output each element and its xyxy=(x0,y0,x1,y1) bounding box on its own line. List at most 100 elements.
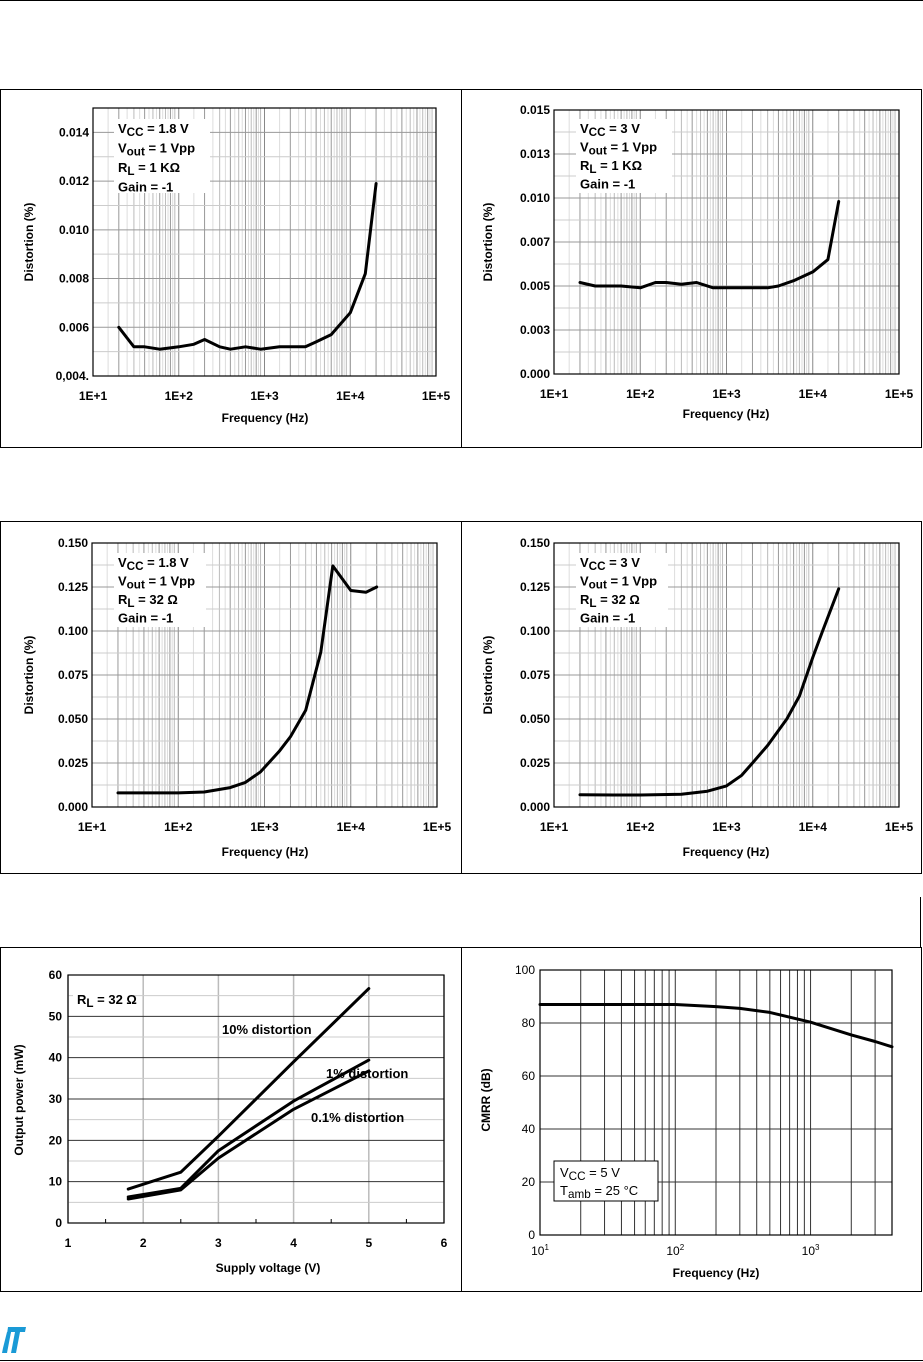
x-tick-label: 102 xyxy=(666,1243,684,1258)
legend-text: Vout = 1 Vpp xyxy=(580,574,657,592)
y-tick-label: 0.000 xyxy=(58,800,88,814)
legend-text: Tamb = 25 °C xyxy=(560,1183,638,1201)
plot-area xyxy=(539,969,893,1236)
series-line xyxy=(126,987,371,1191)
x-tick-label: 1E+4 xyxy=(337,820,366,834)
y-tick-label: 0.007 xyxy=(520,235,550,249)
x-tick-label: 103 xyxy=(802,1243,820,1258)
y-tick-label: 0.005 xyxy=(520,279,550,293)
legend-box xyxy=(576,119,672,193)
y-axis-label: Distortion (%) xyxy=(481,203,495,282)
st-logo-icon xyxy=(2,1327,26,1353)
x-tick-label: 1E+2 xyxy=(165,389,194,403)
chart-thd-vcc18-rl1k: 0,004. 0.006 0.008 0.010 0.012 0.014 1E+1 1E+2 1… xyxy=(22,107,451,425)
plot-area xyxy=(92,107,437,377)
chart-cmrr-vs-frequency: 0 20 40 60 80 100 101 102 103 Frequency (Hz) CMRR … xyxy=(479,963,894,1280)
legend-text: Gain = -1 xyxy=(580,177,635,192)
plot-area xyxy=(67,974,445,1224)
legend-text: Vout = 1 Vpp xyxy=(118,574,195,592)
x-tick-label: 1E+5 xyxy=(885,387,914,401)
x-axis-label: Frequency (Hz) xyxy=(673,1266,760,1280)
series-line xyxy=(578,587,841,797)
y-tick-label: 0.000 xyxy=(520,800,550,814)
legend-text: VCC = 3 V xyxy=(580,121,640,139)
y-tick-label: 0.008 xyxy=(59,272,89,286)
series-line xyxy=(117,182,378,351)
y-tick-label: 0.125 xyxy=(520,580,550,594)
x-tick-label: 1 xyxy=(65,1236,72,1250)
y-tick-label: 10 xyxy=(49,1175,63,1189)
row-3-caption-edge xyxy=(920,897,921,947)
legend-box xyxy=(114,553,206,627)
legend-text: Vout = 1 Vpp xyxy=(580,140,657,158)
x-tick-label: 5 xyxy=(365,1236,372,1250)
plot-area xyxy=(91,542,438,808)
y-tick-label: 0.050 xyxy=(58,712,88,726)
y-axis-label: Output power (mW) xyxy=(12,1044,26,1155)
legend-text: RL = 1 KΩ xyxy=(118,160,180,178)
series-line xyxy=(116,564,379,795)
legend-box xyxy=(576,553,668,627)
y-tick-label: 0.125 xyxy=(58,580,88,594)
y-tick-label: 0.014 xyxy=(59,125,89,139)
series-line xyxy=(538,1003,894,1049)
x-tick-label: 1E+2 xyxy=(164,820,193,834)
chart-thd-vcc3-rl32: 0.000 0.025 0.050 0.075 0.100 0.125 0.150 1E+1 1… xyxy=(481,536,914,859)
y-tick-label: 60 xyxy=(49,968,63,982)
legend: RL = 32 Ω xyxy=(73,990,137,1010)
series-annotation: 1% distortion xyxy=(326,1066,408,1081)
y-axis-label: Distortion (%) xyxy=(22,636,36,715)
x-tick-label: 1E+1 xyxy=(540,387,569,401)
x-tick-label: 1E+4 xyxy=(336,389,365,403)
x-axis-label: Supply voltage (V) xyxy=(216,1261,321,1275)
series-annotation: 10% distortion xyxy=(222,1022,312,1037)
x-tick-label: 1E+5 xyxy=(422,389,451,403)
page-bottom-rule xyxy=(0,1360,923,1361)
y-tick-label: 0.003 xyxy=(520,323,550,337)
y-tick-label: 0.075 xyxy=(58,668,88,682)
x-axis-label: Frequency (Hz) xyxy=(683,407,770,421)
y-tick-label: 0.025 xyxy=(58,756,88,770)
y-tick-label: 40 xyxy=(522,1122,536,1136)
y-tick-label: 30 xyxy=(49,1092,63,1106)
x-tick-label: 101 xyxy=(531,1243,549,1258)
y-tick-label: 0.012 xyxy=(59,174,89,188)
legend-box xyxy=(114,119,210,193)
y-tick-label: 0.100 xyxy=(520,624,550,638)
chart-thd-vcc18-rl32: 0.000 0.025 0.050 0.075 0.100 0.125 0.150 1E+1 1… xyxy=(22,536,452,859)
page-top-rule xyxy=(0,0,923,1)
legend-text: VCC = 1.8 V xyxy=(118,555,189,573)
y-tick-label: 0.013 xyxy=(520,147,550,161)
y-tick-label: 60 xyxy=(522,1069,536,1083)
y-tick-label: 50 xyxy=(49,1009,63,1023)
legend-text: VCC = 5 V xyxy=(560,1165,620,1183)
series-annotation: 0.1% distortion xyxy=(311,1110,404,1125)
chart-thd-vcc3-rl1k: 0.000 0.003 0.005 0.007 0.010 0.013 0.015 1E+1 1… xyxy=(481,103,914,421)
x-tick-label: 1E+2 xyxy=(626,820,655,834)
y-tick-label: 0.010 xyxy=(59,223,89,237)
x-tick-label: 6 xyxy=(441,1236,448,1250)
y-tick-label: 0.050 xyxy=(520,712,550,726)
y-tick-label: 0.100 xyxy=(58,624,88,638)
y-tick-label: 20 xyxy=(49,1133,63,1147)
legend-text: Vout = 1 Vpp xyxy=(118,141,195,159)
y-tick-label: 0.000 xyxy=(520,367,550,381)
series-line xyxy=(126,1058,371,1199)
legend-box xyxy=(73,990,133,1008)
x-tick-label: 1E+4 xyxy=(799,820,828,834)
x-tick-label: 1E+3 xyxy=(712,820,741,834)
x-axis-label: Frequency (Hz) xyxy=(222,845,309,859)
legend-box xyxy=(553,1160,659,1202)
legend-text: VCC = 1.8 V xyxy=(118,121,189,139)
y-tick-label: 0.150 xyxy=(520,536,550,550)
x-axis-label: Frequency (Hz) xyxy=(683,845,770,859)
x-axis-label: Frequency (Hz) xyxy=(222,411,309,425)
x-tick-label: 1E+1 xyxy=(78,820,107,834)
y-axis-label: Distortion (%) xyxy=(22,203,36,282)
x-tick-label: 1E+2 xyxy=(626,387,655,401)
